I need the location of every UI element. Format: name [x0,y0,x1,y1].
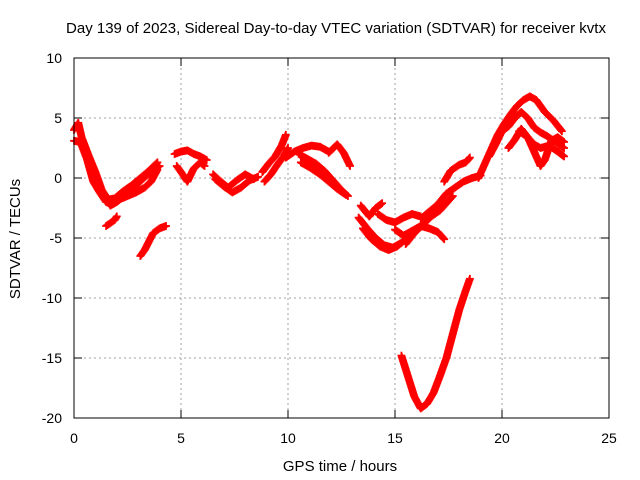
series-point [560,144,568,152]
series-point [284,144,292,152]
x-tick-label: 5 [177,430,185,446]
y-tick-label: 0 [54,170,62,186]
series-point [447,193,456,201]
series-point [465,274,474,283]
x-tick-label: 15 [387,430,403,446]
x-tick-label: 20 [494,430,510,446]
series-point [202,156,211,164]
y-tick-label: -20 [42,410,62,426]
series-point [152,159,161,168]
series-point [162,222,170,230]
series-point [378,199,387,208]
series-point [153,165,162,174]
y-tick-label: 10 [46,50,62,66]
series-point [560,152,568,161]
ticks-layer [73,57,610,419]
grid-layer [74,58,609,418]
series-point [200,162,209,170]
x-tick-label: 25 [601,430,617,446]
series-point [281,130,290,139]
series-point [439,234,448,243]
series-point [560,138,568,146]
series-point [254,172,262,181]
series-point [558,127,566,136]
x-tick-label: 10 [280,430,296,446]
series-point [448,192,457,200]
series-point [465,153,474,162]
series-point [153,158,162,167]
y-tick-label: 5 [54,110,62,126]
series-point [112,212,121,221]
points-layer [70,92,568,413]
series-point [341,190,350,199]
tick-labels-layer: 0 5 10 15 20 25 10 5 0 -5 -10 -15 -20 [42,50,617,446]
y-axis-label: SDTVAR / TECUs [7,179,24,299]
y-tick-label: -15 [42,350,62,366]
y-tick-label: -10 [42,290,62,306]
x-tick-label: 0 [70,430,78,446]
x-axis-label: GPS time / hours [283,458,397,475]
series-point [440,235,449,244]
y-tick-label: -5 [50,230,63,246]
chart-title: Day 139 of 2023, Sidereal Day-to-day VTE… [66,20,606,37]
series-point [346,162,354,170]
